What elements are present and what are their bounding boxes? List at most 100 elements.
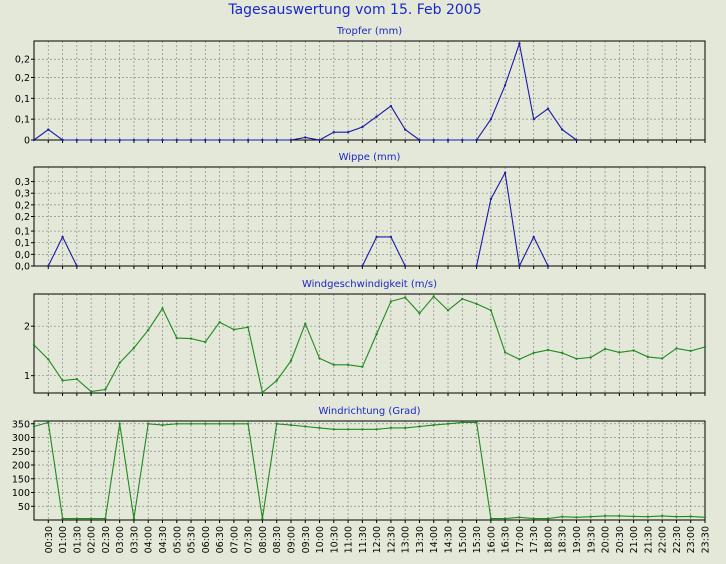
y-tick-label: 1	[24, 371, 30, 382]
data-point	[332, 131, 335, 134]
data-point	[404, 128, 407, 131]
x-tick-label: 02:30	[101, 526, 112, 553]
data-point	[561, 128, 564, 131]
x-tick-label: 04:00	[144, 526, 155, 553]
plot-frame	[33, 166, 706, 267]
data-point	[489, 118, 493, 121]
data-point	[389, 426, 393, 430]
x-tick-label: 03:30	[129, 526, 140, 553]
y-tick-label: 0,2	[15, 73, 30, 84]
data-point	[61, 138, 64, 142]
series-line	[33, 421, 706, 520]
data-point	[161, 423, 164, 427]
data-point	[147, 422, 150, 425]
x-tick-label: 19:30	[586, 526, 597, 553]
data-point	[446, 138, 450, 142]
plot-area	[34, 41, 705, 140]
y-tick-label: 0,0	[15, 250, 30, 261]
data-point	[75, 377, 79, 381]
data-point	[475, 138, 478, 142]
x-tick-label: 06:00	[201, 526, 212, 553]
data-point	[75, 517, 79, 520]
data-point	[646, 355, 650, 359]
data-point	[332, 428, 335, 431]
data-point	[304, 322, 307, 325]
x-tick-label: 13:00	[401, 526, 412, 553]
x-tick-label: 08:30	[272, 526, 283, 553]
data-point	[275, 138, 278, 142]
data-point	[546, 107, 550, 110]
y-tick-label: 0,1	[15, 238, 30, 249]
data-point	[404, 426, 407, 430]
x-axis-labels: 00:30 01:00 01:30 02:00 02:30 03:00 03:30 04:00…	[44, 526, 712, 553]
data-point	[375, 115, 378, 118]
data-point	[432, 295, 435, 298]
data-point	[661, 357, 664, 360]
data-point	[446, 309, 450, 312]
x-tick-label: 16:00	[486, 526, 497, 553]
y-tick-label: 100	[12, 488, 30, 499]
y-tick-label: 350	[12, 419, 30, 430]
x-tick-label: 15:30	[472, 526, 483, 553]
x-tick-label: 15:00	[458, 526, 469, 553]
data-point	[346, 131, 350, 134]
x-tick-label: 14:00	[429, 526, 440, 553]
data-point	[346, 363, 350, 366]
data-point	[32, 425, 36, 428]
data-point	[703, 345, 707, 349]
data-point	[132, 138, 136, 142]
x-tick-label: 06:30	[215, 526, 226, 553]
data-point	[489, 517, 493, 520]
x-tick-label: 00:30	[44, 526, 55, 553]
data-point	[47, 421, 50, 424]
x-tick-label: 05:30	[187, 526, 198, 553]
data-point	[375, 235, 378, 239]
panel-title: Windgeschwindigkeit (m/s)	[302, 279, 437, 290]
data-point	[47, 264, 50, 268]
data-point	[161, 138, 164, 142]
panel-title: Tropfer (mm)	[336, 26, 402, 37]
data-point	[332, 363, 335, 366]
x-tick-label: 12:30	[386, 526, 397, 553]
data-point	[404, 264, 407, 268]
data-point	[104, 388, 107, 391]
data-point	[632, 515, 635, 518]
data-point	[675, 515, 678, 518]
data-point	[418, 312, 421, 315]
y-tick-label: 0,3	[15, 189, 30, 200]
data-point	[375, 428, 378, 431]
y-tick-label: 0	[24, 136, 30, 147]
data-point	[32, 343, 36, 347]
x-tick-label: 23:30	[701, 526, 712, 553]
data-point	[589, 515, 592, 518]
data-point	[75, 138, 79, 142]
plot-area	[34, 167, 705, 266]
data-point	[375, 332, 378, 336]
data-point	[275, 422, 278, 425]
x-tick-label: 16:30	[501, 526, 512, 553]
x-tick-label: 09:00	[287, 526, 298, 553]
data-point	[118, 361, 121, 364]
data-point	[232, 422, 236, 425]
plot-frame	[33, 420, 706, 521]
y-tick-label: 0,3	[15, 177, 30, 188]
series-line	[361, 236, 406, 267]
data-point	[361, 428, 364, 431]
data-point	[632, 349, 635, 352]
data-point	[232, 328, 236, 331]
y-tick-label: 0,1	[15, 115, 30, 126]
chart-panel-3: Windgeschwindigkeit (m/s) 1 2	[24, 279, 707, 396]
data-point	[104, 517, 107, 520]
x-tick-label: 18:00	[544, 526, 555, 553]
y-tick-label: 300	[12, 433, 30, 444]
data-point	[47, 128, 50, 131]
data-point	[318, 357, 321, 360]
data-point	[61, 235, 64, 239]
data-point	[61, 517, 64, 520]
x-tick-label: 21:00	[629, 526, 640, 553]
data-point	[361, 365, 364, 368]
x-tick-label: 18:30	[558, 526, 569, 553]
data-point	[475, 264, 478, 268]
data-point	[575, 357, 578, 360]
